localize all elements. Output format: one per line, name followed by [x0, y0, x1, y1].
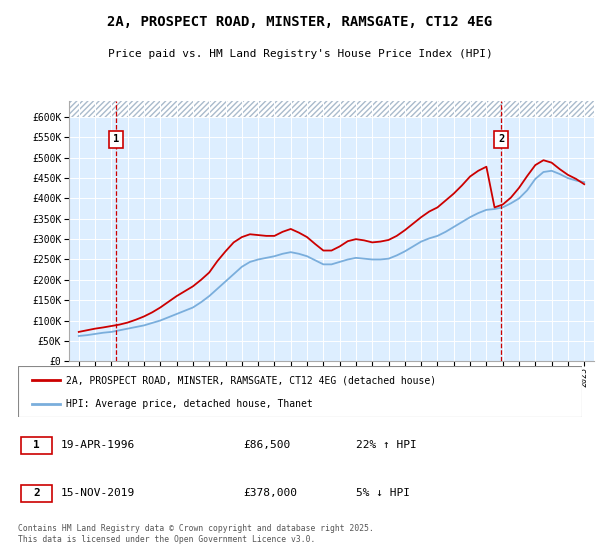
Text: £378,000: £378,000 — [244, 488, 298, 498]
Bar — [109, 130, 123, 148]
Text: 2A, PROSPECT ROAD, MINSTER, RAMSGATE, CT12 4EG (detached house): 2A, PROSPECT ROAD, MINSTER, RAMSGATE, CT… — [66, 375, 436, 385]
Text: 5% ↓ HPI: 5% ↓ HPI — [356, 488, 410, 498]
Text: £86,500: £86,500 — [244, 440, 291, 450]
Bar — [69, 101, 594, 117]
Text: Price paid vs. HM Land Registry's House Price Index (HPI): Price paid vs. HM Land Registry's House … — [107, 49, 493, 59]
Bar — [494, 130, 508, 148]
Text: 2: 2 — [498, 134, 504, 144]
Text: 1: 1 — [33, 440, 40, 450]
Bar — [21, 484, 52, 502]
Bar — [21, 437, 52, 454]
Text: 2A, PROSPECT ROAD, MINSTER, RAMSGATE, CT12 4EG: 2A, PROSPECT ROAD, MINSTER, RAMSGATE, CT… — [107, 15, 493, 29]
Text: 19-APR-1996: 19-APR-1996 — [60, 440, 134, 450]
FancyBboxPatch shape — [18, 366, 582, 417]
Text: 15-NOV-2019: 15-NOV-2019 — [60, 488, 134, 498]
Text: 2: 2 — [33, 488, 40, 498]
Text: Contains HM Land Registry data © Crown copyright and database right 2025.
This d: Contains HM Land Registry data © Crown c… — [18, 524, 374, 544]
Text: HPI: Average price, detached house, Thanet: HPI: Average price, detached house, Than… — [66, 399, 313, 409]
Text: 1: 1 — [113, 134, 119, 144]
Text: 22% ↑ HPI: 22% ↑ HPI — [356, 440, 417, 450]
